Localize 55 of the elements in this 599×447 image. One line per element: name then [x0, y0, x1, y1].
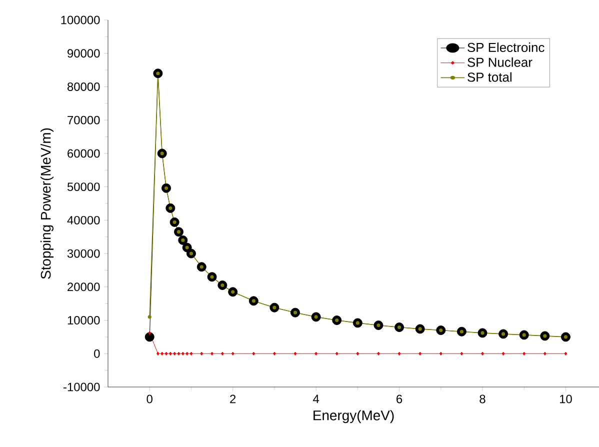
y-tick-label: 100000	[61, 16, 100, 24]
point	[314, 352, 318, 356]
point	[164, 352, 168, 356]
point	[273, 352, 276, 356]
point	[144, 332, 154, 342]
point	[177, 352, 180, 356]
y-tick-label: 20000	[68, 282, 100, 292]
point	[418, 352, 422, 356]
y-tick-label: 80000	[68, 82, 100, 91]
point	[522, 352, 526, 356]
x-tick-label: 8	[480, 394, 486, 404]
x-tick-label: 0	[146, 394, 152, 404]
y-tick-label: 50000	[67, 182, 100, 192]
y-tick-label: -10000	[64, 382, 100, 392]
point	[220, 352, 224, 356]
point	[156, 352, 160, 356]
point	[502, 352, 505, 356]
point	[481, 352, 484, 356]
y-tick-label: 70000	[68, 116, 100, 124]
x-axis-title: Energy(MeV)	[314, 410, 394, 424]
y-axis-title: Stopping Power(MeV/m)	[40, 128, 54, 279]
point	[377, 352, 380, 356]
point	[335, 352, 338, 356]
point	[210, 352, 214, 356]
point	[168, 352, 172, 356]
point	[231, 352, 234, 356]
point	[398, 352, 401, 356]
point	[460, 352, 464, 356]
point	[564, 352, 568, 356]
y-tick-label: 60000	[68, 149, 100, 158]
point	[181, 352, 184, 356]
point	[148, 331, 152, 335]
y-tick-label: 40000	[67, 216, 100, 224]
y-tick-label: 30000	[67, 249, 100, 258]
point	[160, 352, 164, 356]
point	[200, 352, 204, 356]
legend-label: SP Electroinc	[468, 42, 544, 52]
x-tick-label: 4	[313, 394, 320, 403]
y-tick-label: 0	[94, 349, 100, 358]
x-tick-label: 6	[396, 394, 402, 404]
point	[543, 352, 546, 356]
x-tick-label: 10	[560, 394, 572, 404]
x-tick-label: 2	[230, 394, 236, 404]
point	[190, 352, 193, 356]
legend-label: SP total	[468, 72, 512, 82]
legend-label: SP Nuclear	[468, 57, 532, 67]
point	[356, 352, 360, 356]
point	[252, 352, 256, 356]
point	[439, 352, 442, 356]
point	[148, 315, 152, 319]
point	[173, 352, 176, 356]
y-tick-label: 90000	[68, 49, 100, 58]
y-tick-label: 10000	[68, 316, 100, 324]
point	[186, 352, 189, 356]
point	[294, 352, 297, 356]
